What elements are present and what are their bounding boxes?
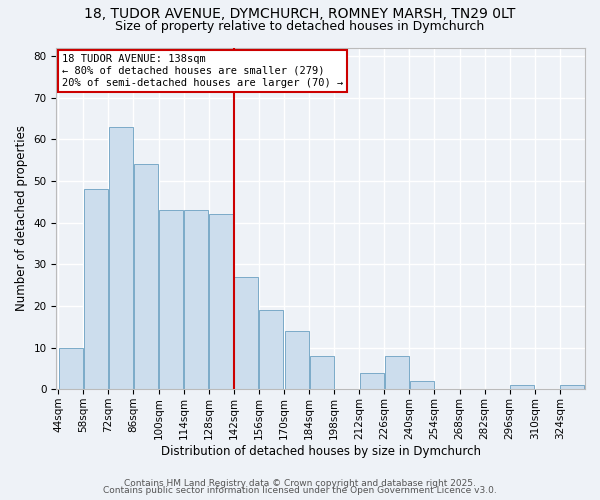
Bar (84, 189, 108, 389)
Bar (360, 372, 384, 389)
Bar (235, 276, 259, 389)
Y-axis label: Number of detached properties: Number of detached properties (15, 126, 28, 312)
Bar (510, 385, 534, 389)
Bar (184, 210, 208, 389)
Text: 18 TUDOR AVENUE: 138sqm
← 80% of detached houses are smaller (279)
20% of semi-d: 18 TUDOR AVENUE: 138sqm ← 80% of detache… (62, 54, 343, 88)
Bar (310, 356, 334, 389)
Bar (134, 164, 158, 389)
Bar (560, 385, 584, 389)
Bar (209, 214, 233, 389)
X-axis label: Distribution of detached houses by size in Dymchurch: Distribution of detached houses by size … (161, 444, 481, 458)
Bar (159, 210, 183, 389)
Text: Contains public sector information licensed under the Open Government Licence v3: Contains public sector information licen… (103, 486, 497, 495)
Bar (59, 348, 83, 389)
Text: Contains HM Land Registry data © Crown copyright and database right 2025.: Contains HM Land Registry data © Crown c… (124, 478, 476, 488)
Bar (385, 356, 409, 389)
Bar (284, 331, 308, 389)
Bar (109, 126, 133, 389)
Bar (410, 381, 434, 389)
Text: 18, TUDOR AVENUE, DYMCHURCH, ROMNEY MARSH, TN29 0LT: 18, TUDOR AVENUE, DYMCHURCH, ROMNEY MARS… (85, 8, 515, 22)
Text: Size of property relative to detached houses in Dymchurch: Size of property relative to detached ho… (115, 20, 485, 33)
Bar (259, 310, 283, 389)
